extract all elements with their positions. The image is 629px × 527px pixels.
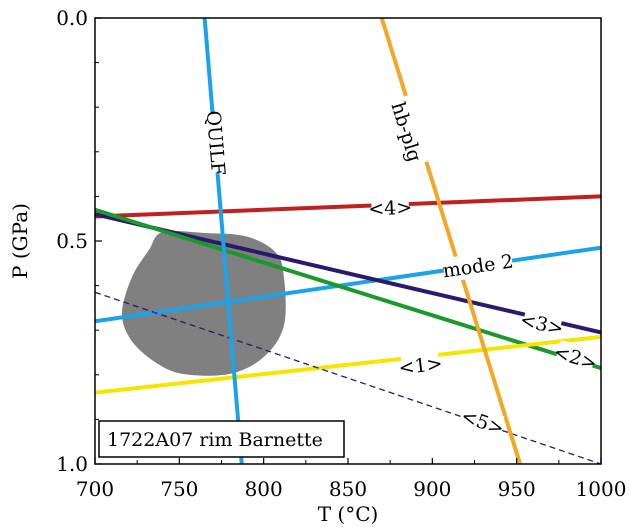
shaded-region-layer bbox=[121, 230, 286, 376]
series-label-group-mode-2: mode 2 bbox=[441, 248, 515, 283]
series-lines-layer bbox=[95, 18, 601, 464]
annotation-box-frame bbox=[98, 420, 345, 458]
y-tick-label: 1.0 bbox=[56, 452, 88, 476]
x-tick-label: 700 bbox=[76, 477, 114, 501]
series-line-5 bbox=[95, 291, 601, 464]
x-tick-label: 850 bbox=[329, 477, 367, 501]
x-tick-label: 900 bbox=[413, 477, 451, 501]
series-line-hb-plg bbox=[379, 18, 522, 464]
series-label-group-hb-plg: hb-plg bbox=[385, 95, 429, 169]
x-tick-label: 1000 bbox=[576, 477, 627, 501]
series-line-quilf bbox=[202, 18, 244, 464]
x-axis-label: T (°C) bbox=[318, 502, 379, 526]
x-tick-label: 950 bbox=[498, 477, 536, 501]
y-axis-label: P (GPa) bbox=[8, 203, 32, 279]
series-label-bg bbox=[442, 248, 514, 283]
series-label-group-1: <1> bbox=[398, 351, 444, 380]
annotation-box: 1722A07 rim Barnette bbox=[98, 420, 345, 458]
series-line-2 bbox=[95, 207, 601, 371]
series-label-hb-plg: hb-plg bbox=[386, 99, 425, 164]
y-tick-label: 0.0 bbox=[56, 6, 88, 30]
series-label-1: <1> bbox=[398, 353, 444, 380]
series-line-1 bbox=[95, 334, 601, 395]
series-label-bg bbox=[554, 339, 598, 375]
series-line-mode-2 bbox=[95, 245, 601, 324]
series-line-4 bbox=[95, 194, 601, 219]
series-label-group-3: <3> bbox=[518, 307, 566, 340]
series-label-4: <4> bbox=[368, 197, 413, 221]
series-label-2: <2> bbox=[551, 341, 600, 375]
series-label-group-2: <2> bbox=[551, 339, 600, 375]
series-label-mode-2: mode 2 bbox=[441, 250, 514, 282]
series-label-bg bbox=[400, 351, 441, 379]
series-label-bg bbox=[461, 404, 505, 439]
series-label-bg bbox=[201, 112, 231, 174]
series-label-quilf: QUILF bbox=[202, 110, 229, 177]
y-tick-label: 0.5 bbox=[56, 229, 88, 253]
series-label-5: <5> bbox=[458, 405, 507, 440]
series-label-bg bbox=[385, 95, 429, 169]
series-label-bg bbox=[370, 194, 410, 221]
series-line-3 bbox=[95, 212, 601, 335]
series-label-3: <3> bbox=[518, 309, 566, 340]
series-labels-layer: <4> mode 2<3><2> <1> <5> QUILF hb-plg bbox=[201, 95, 600, 440]
shaded-region bbox=[121, 230, 286, 376]
annotation-box-text: 1722A07 rim Barnette bbox=[107, 429, 323, 451]
x-tick-label: 750 bbox=[160, 477, 198, 501]
series-label-group-quilf: QUILF bbox=[201, 110, 231, 177]
series-label-group-4: <4> bbox=[368, 194, 413, 221]
axis-ticks-layer: 700 750 800 850 900 950 1000 0.0 0.5 1.0 bbox=[56, 6, 626, 501]
series-label-bg bbox=[521, 307, 563, 340]
x-tick-label: 800 bbox=[245, 477, 283, 501]
series-label-group-5: <5> bbox=[458, 404, 507, 440]
